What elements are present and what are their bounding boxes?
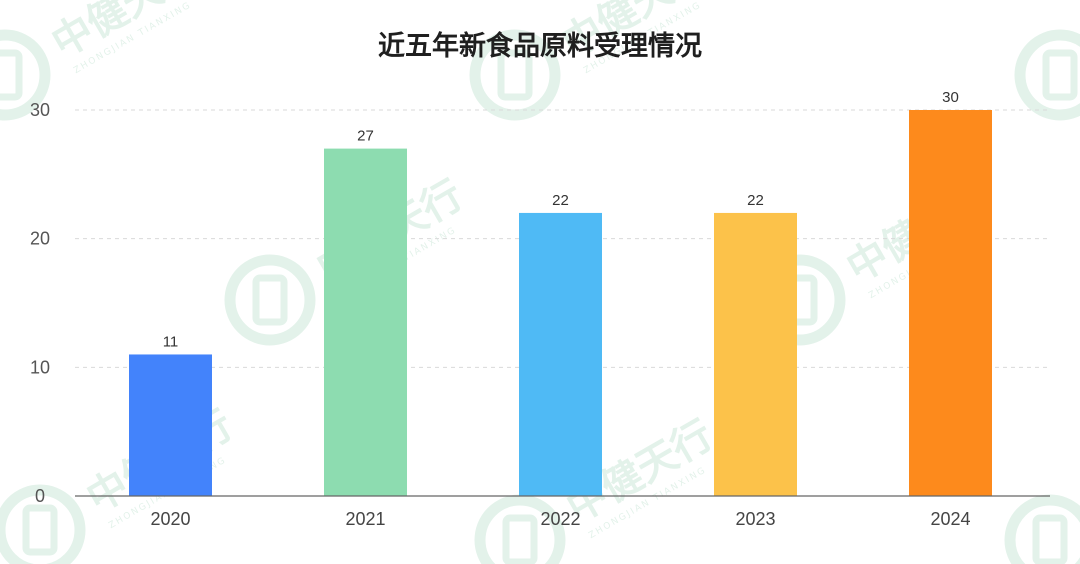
x-tick-label: 2023	[735, 509, 775, 529]
data-labels: 11 27 22 22 30	[163, 89, 959, 350]
data-label-2023: 22	[747, 192, 764, 209]
bar-2020	[129, 354, 212, 496]
y-tick-label: 30	[30, 100, 50, 120]
data-label-2021: 27	[357, 128, 374, 145]
chart-title: 近五年新食品原料受理情况	[378, 30, 702, 62]
bar-2021	[324, 148, 407, 496]
x-tick-label: 2021	[345, 509, 385, 529]
y-tick-label: 10	[30, 357, 50, 377]
data-label-2024: 30	[942, 89, 959, 106]
bar-2023	[714, 212, 797, 496]
x-tick-label: 2022	[540, 509, 580, 529]
y-tick-label: 20	[30, 229, 50, 249]
gridlines	[75, 109, 1050, 368]
x-tick-label: 2024	[930, 509, 970, 529]
x-tick-label: 2020	[150, 509, 190, 529]
bars	[129, 110, 992, 496]
bar-2024	[909, 110, 992, 496]
x-axis-ticks: 2020 2021 2022 2023 2024	[150, 509, 970, 529]
data-label-2022: 22	[552, 192, 569, 209]
data-label-2020: 11	[163, 333, 179, 350]
y-axis-ticks: 0 10 20 30	[30, 100, 50, 506]
bar-2022	[519, 212, 602, 496]
y-tick-label: 0	[35, 486, 45, 506]
